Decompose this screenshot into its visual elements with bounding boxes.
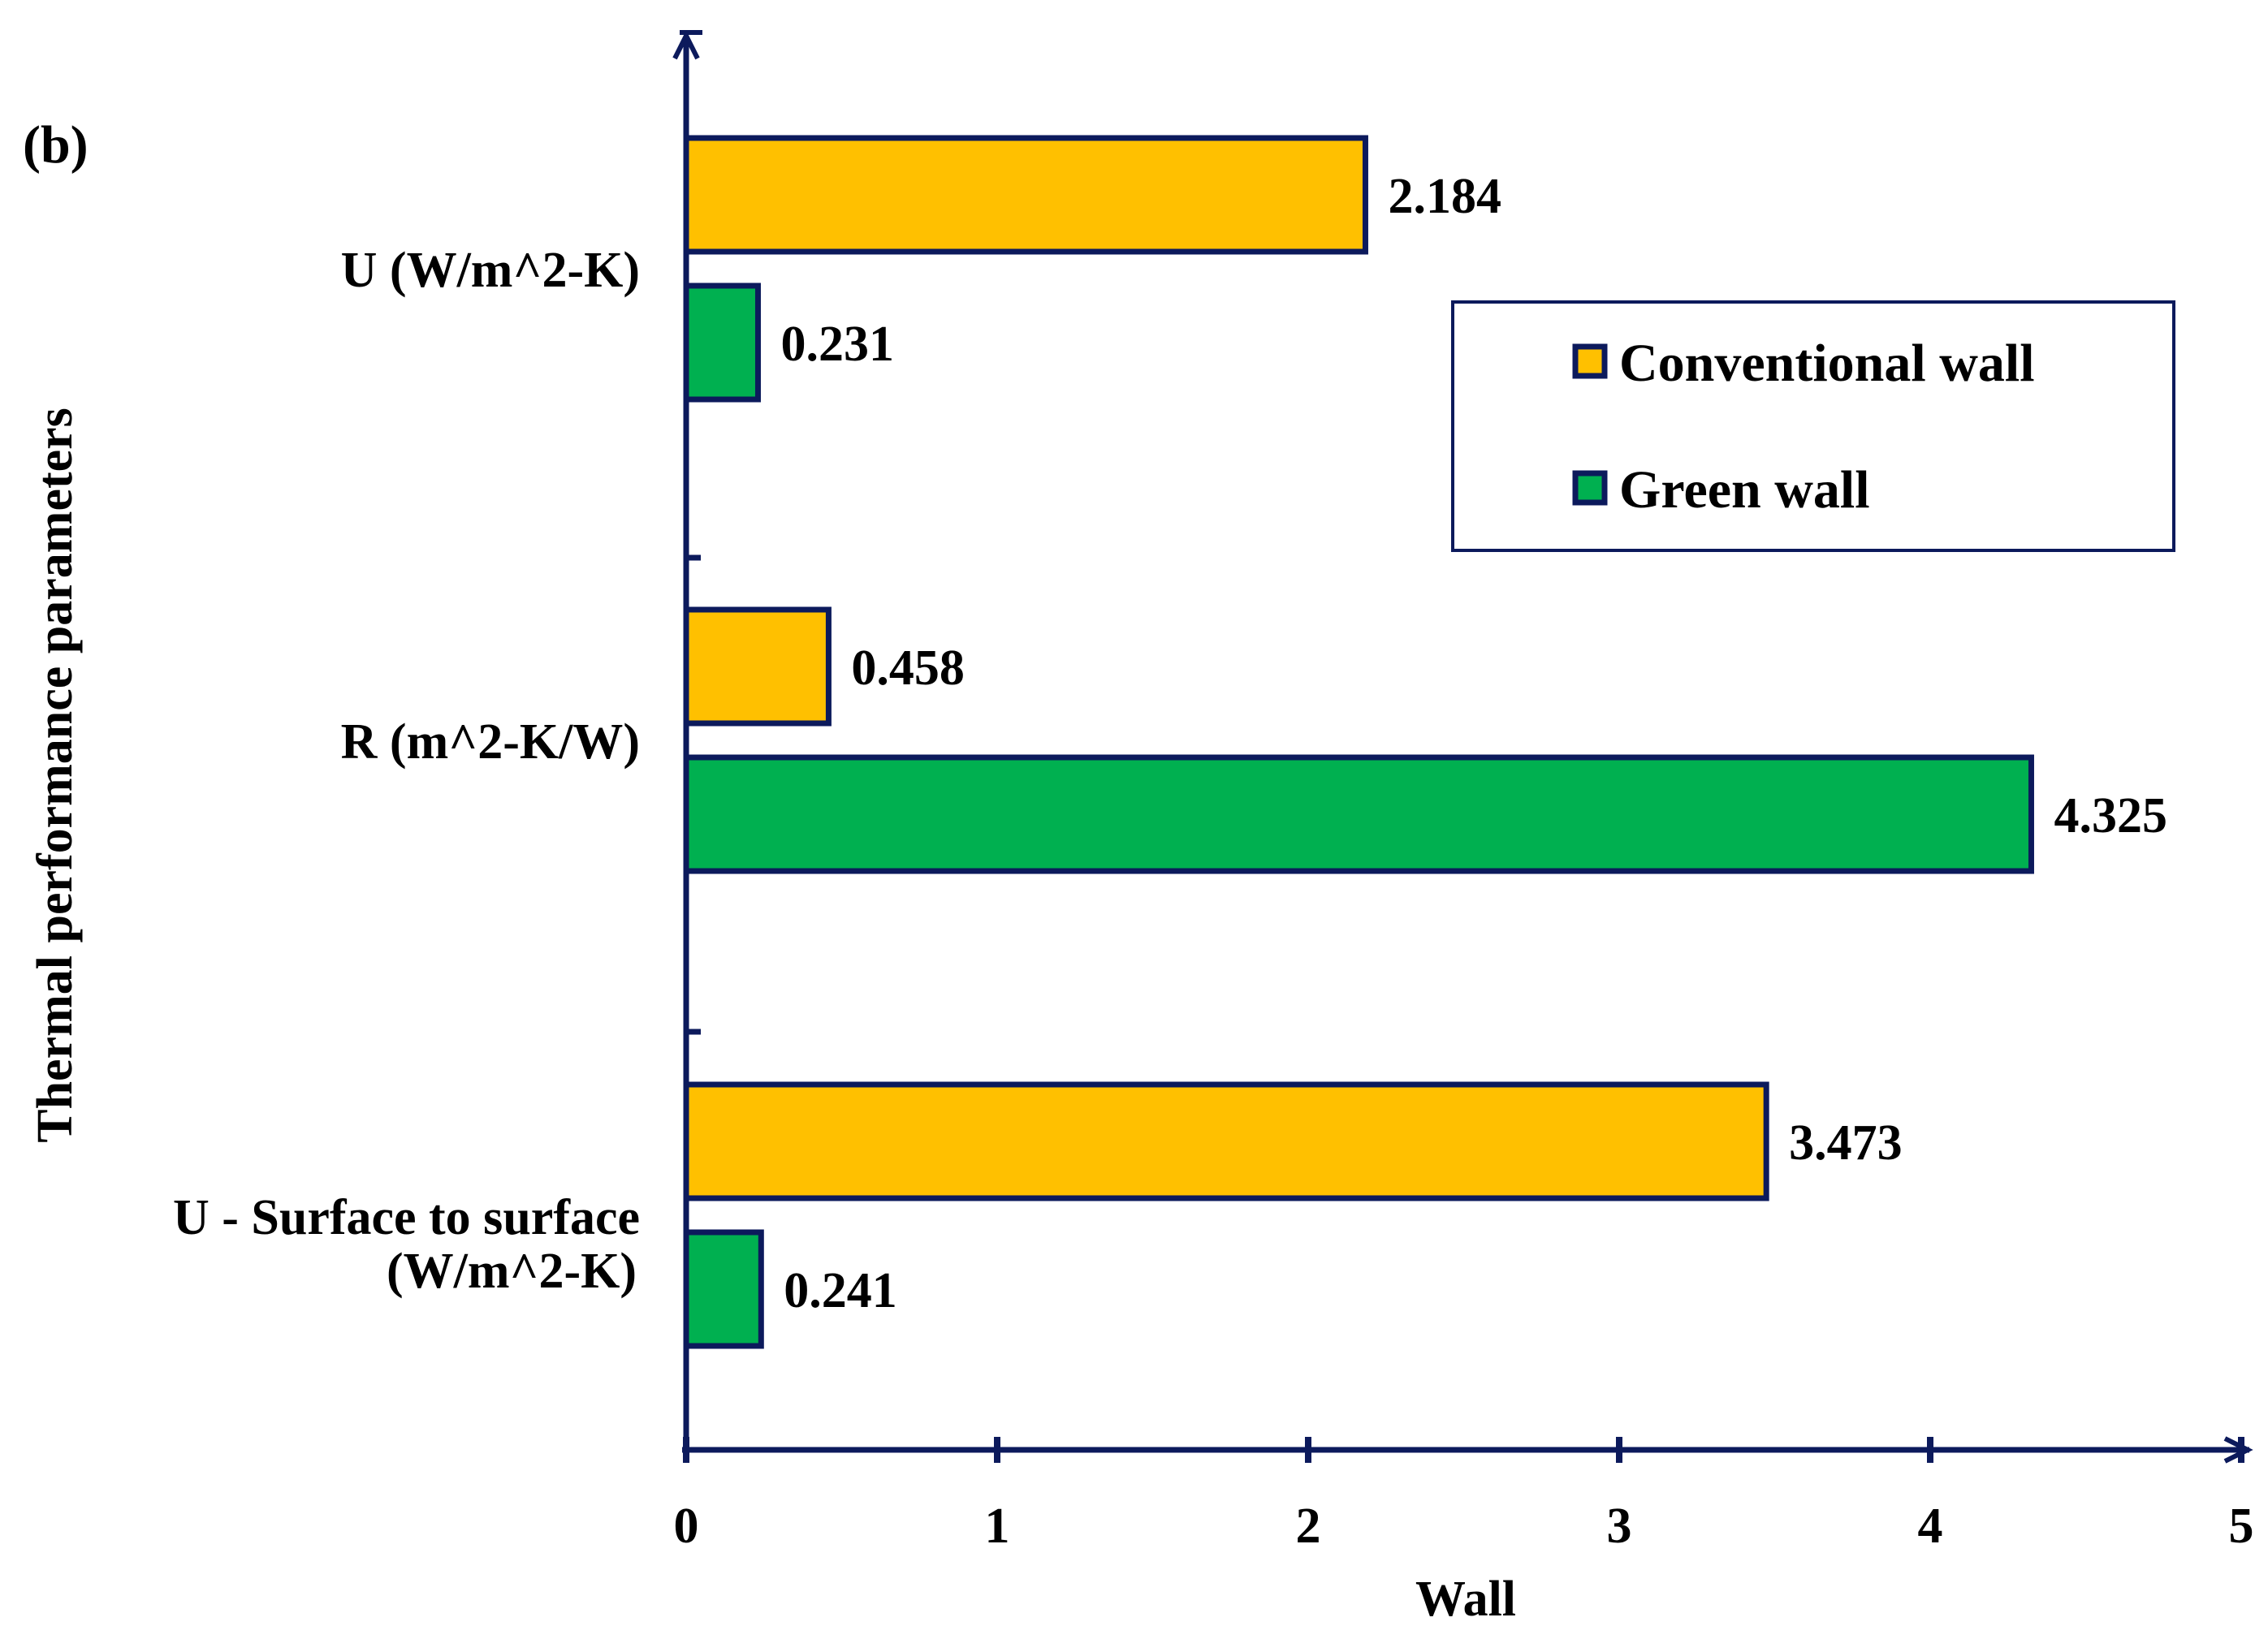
legend: Conventional wall Green wall	[1451, 300, 2175, 552]
x-axis-label: Wall	[1415, 1572, 1516, 1627]
x-tick-label: 3	[1607, 1499, 1632, 1554]
bar-value-label: 2.184	[1388, 169, 1501, 224]
bar-conventional	[683, 606, 832, 727]
legend-swatch-conventional	[1572, 343, 1608, 379]
x-tick-label: 1	[985, 1499, 1010, 1554]
bar-value-label: 3.473	[1789, 1115, 1903, 1171]
bar-value-label: 4.325	[2054, 788, 2167, 843]
category-labels: U (W/m^2-K) R (m^2-K/W) U - Surface to sur…	[173, 243, 640, 1299]
x-axis-arrow	[2223, 1436, 2253, 1464]
axes	[672, 30, 2253, 1464]
bar-green	[683, 283, 761, 403]
x-tick-label: 4	[1918, 1499, 1943, 1554]
y-axis-label: Thermal performance parameters	[28, 408, 83, 1143]
panel-label: (b)	[23, 115, 89, 175]
bar-value-label: 0.231	[780, 317, 894, 372]
category-label: (W/m^2-K)	[387, 1244, 637, 1299]
x-tick-label: 0	[674, 1499, 699, 1554]
y-axis-ticks	[686, 554, 701, 1035]
x-axis-ticks: 0 1 2 3 4 5	[674, 1437, 2254, 1554]
category-label: U - Surface to surface	[173, 1190, 640, 1245]
bar-value-label: 0.458	[851, 641, 965, 696]
bar-conventional	[683, 1081, 1769, 1201]
value-labels: 2.184 0.231 0.458 4.325 3.473 0.241	[780, 169, 2167, 1318]
bar-green	[683, 1229, 764, 1349]
bar-green	[683, 754, 2034, 874]
bar-value-label: 0.241	[784, 1263, 897, 1318]
x-tick-label: 2	[1296, 1499, 1321, 1554]
legend-label: Green wall	[1619, 460, 1870, 520]
legend-label: Conventional wall	[1619, 334, 2035, 393]
category-label: R (m^2-K/W)	[341, 714, 640, 770]
y-axis-arrow	[672, 30, 700, 60]
x-tick-label: 5	[2229, 1499, 2254, 1554]
category-label: U (W/m^2-K)	[341, 243, 640, 298]
legend-box	[1451, 300, 2175, 552]
bars	[683, 135, 2034, 1349]
legend-swatch-green	[1572, 470, 1608, 506]
bar-conventional	[683, 135, 1368, 255]
